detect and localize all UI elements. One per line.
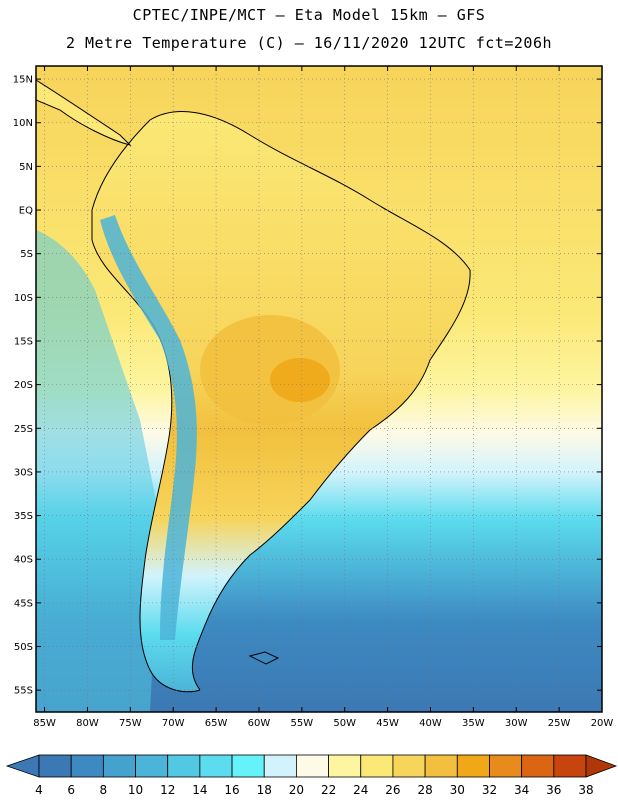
colorbar-label: 32 [482,783,497,797]
lat-label: 20S [14,380,33,391]
map-frame [35,65,603,713]
lon-label: 80W [76,718,99,729]
lon-label: 35W [462,718,485,729]
lat-label: 40S [14,555,33,566]
colorbar-swatch [360,754,394,778]
colorbar-swatch [167,754,201,778]
colorbar-swatch [456,754,490,778]
colorbar-label: 22 [321,783,336,797]
colorbar: 4 6 8 10 12 14 16 18 20 22 24 26 28 30 32 34 36 38 [5,754,618,797]
colorbar-label: 14 [192,783,207,797]
lat-label: 55S [14,686,33,697]
colorbar-low-arrow [5,754,40,778]
colorbar-swatch [135,754,169,778]
colorbar-swatch [102,754,136,778]
map-title: CPTEC/INPE/MCT – Eta Model 15km – GFS [132,6,486,24]
lon-label: 20W [591,718,614,729]
lon-label: 25W [548,718,571,729]
lon-label: 50W [333,718,356,729]
lat-label: 15N [13,75,33,86]
colorbar-label: 4 [35,783,43,797]
colorbar-label: 20 [289,783,304,797]
lat-label: 5N [19,162,33,173]
lon-label: 40W [419,718,442,729]
colorbar-label: 10 [128,783,143,797]
hot-core-peak [270,358,330,402]
lat-label: 15S [14,336,33,347]
colorbar-label: 34 [514,783,529,797]
colorbar-label: 8 [100,783,108,797]
lon-label: 75W [119,718,142,729]
colorbar-swatch [553,754,587,778]
lat-label: 10S [14,293,33,304]
andes-cold-strip [100,215,197,640]
falkland-islands [248,651,280,665]
colorbar-swatch [489,754,523,778]
lon-label: 70W [162,718,185,729]
lat-label: 45S [14,598,33,609]
colorbar-label: 26 [385,783,400,797]
lat-label: 10N [13,118,33,129]
colorbar-label: 38 [578,783,593,797]
colorbar-swatch [328,754,362,778]
colorbar-label: 28 [417,783,432,797]
lon-label: 30W [505,718,528,729]
axis-ticks [36,66,603,712]
lat-label: 30S [14,467,33,478]
lat-label: 50S [14,642,33,653]
colorbar-label: 6 [67,783,75,797]
pacific-cool-zone [36,230,160,712]
lat-label: 35S [14,511,33,522]
colorbar-swatch [521,754,555,778]
lat-label: EQ [19,206,33,217]
colorbar-label: 12 [160,783,175,797]
latitude-labels: 15N 10N 5N EQ 5S 10S 15S 20S 25S 30S 35S 40S 45S 50S 5… [13,75,33,697]
colorbar-swatch [392,754,426,778]
colorbar-label: 24 [353,783,368,797]
colorbar-swatch [424,754,458,778]
colorbar-swatch [263,754,297,778]
central-america-land [36,79,132,146]
lon-label: 65W [205,718,228,729]
map-field [36,66,602,712]
colorbar-swatch [231,754,265,778]
colorbar-swatch [70,754,104,778]
colorbar-swatch [199,754,233,778]
colorbar-label: 16 [224,783,239,797]
longitude-labels: 85W 80W 75W 70W 65W 60W 55W 50W 45W 40W 35W 30W 25W 2… [33,718,613,729]
lon-label: 45W [376,718,399,729]
lon-label: 55W [291,718,314,729]
map-subtitle: 2 Metre Temperature (C) – 16/11/2020 12U… [65,34,553,52]
colorbar-label: 18 [257,783,272,797]
colorbar-high-arrow [585,754,618,778]
colorbar-label: 30 [450,783,465,797]
lon-label: 60W [248,718,271,729]
colorbar-swatch [38,754,72,778]
lat-label: 5S [20,249,33,260]
lat-label: 25S [14,424,33,435]
colorbar-swatch [296,754,329,778]
lon-label: 85W [33,718,56,729]
colorbar-label: 36 [546,783,561,797]
